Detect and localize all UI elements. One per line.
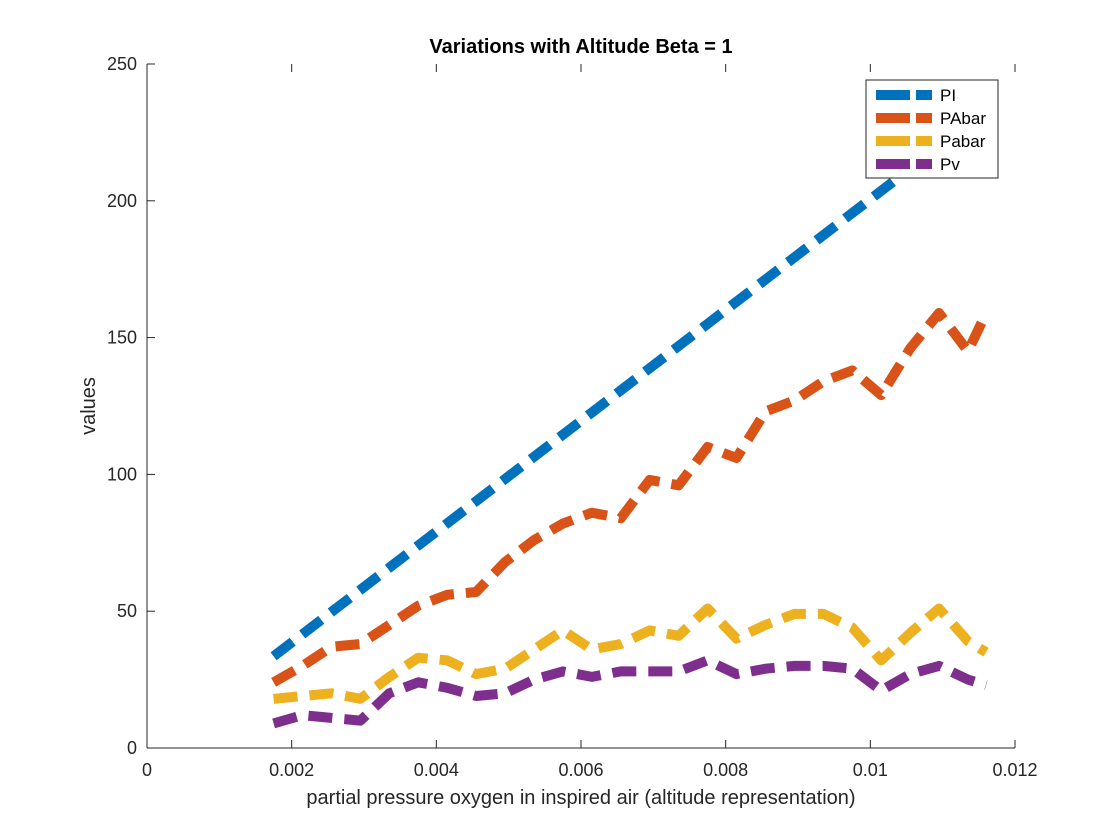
legend-label-pi: PI: [940, 86, 956, 105]
x-tick-label: 0.01: [853, 760, 888, 780]
y-tick-label: 50: [117, 601, 137, 621]
y-axis-title: values: [78, 377, 100, 435]
chart-title: Variations with Altitude Beta = 1: [429, 36, 732, 58]
x-ticks: 0 0.002 0.004 0.006 0.008 0.01 0.012: [142, 64, 1038, 780]
series-line-pi: [270, 106, 990, 661]
x-axis-title: partial pressure oxygen in inspired air …: [306, 787, 855, 809]
legend: PI PAbar Pabar Pv: [865, 79, 999, 179]
y-tick-label: 0: [127, 738, 137, 758]
series-line-pabar: [271, 308, 991, 687]
y-tick-label: 250: [107, 54, 137, 74]
series-line-pv: [272, 655, 988, 729]
legend-label-pabar: Pabar: [940, 132, 986, 151]
series-line-pabar: [273, 603, 989, 704]
x-tick-label: 0.012: [992, 760, 1037, 780]
legend-label-pabar: PAbar: [940, 109, 986, 128]
series-layer: [270, 106, 991, 729]
y-tick-label: 150: [107, 328, 137, 348]
x-tick-label: 0.008: [703, 760, 748, 780]
x-tick-label: 0: [142, 760, 152, 780]
x-tick-label: 0.006: [558, 760, 603, 780]
legend-label-pv: Pv: [940, 155, 960, 174]
y-ticks: 0 50 100 150 200 250: [107, 54, 155, 758]
x-tick-label: 0.004: [414, 760, 459, 780]
x-tick-label: 0.002: [269, 760, 314, 780]
y-tick-label: 100: [107, 464, 137, 484]
y-tick-label: 200: [107, 191, 137, 211]
